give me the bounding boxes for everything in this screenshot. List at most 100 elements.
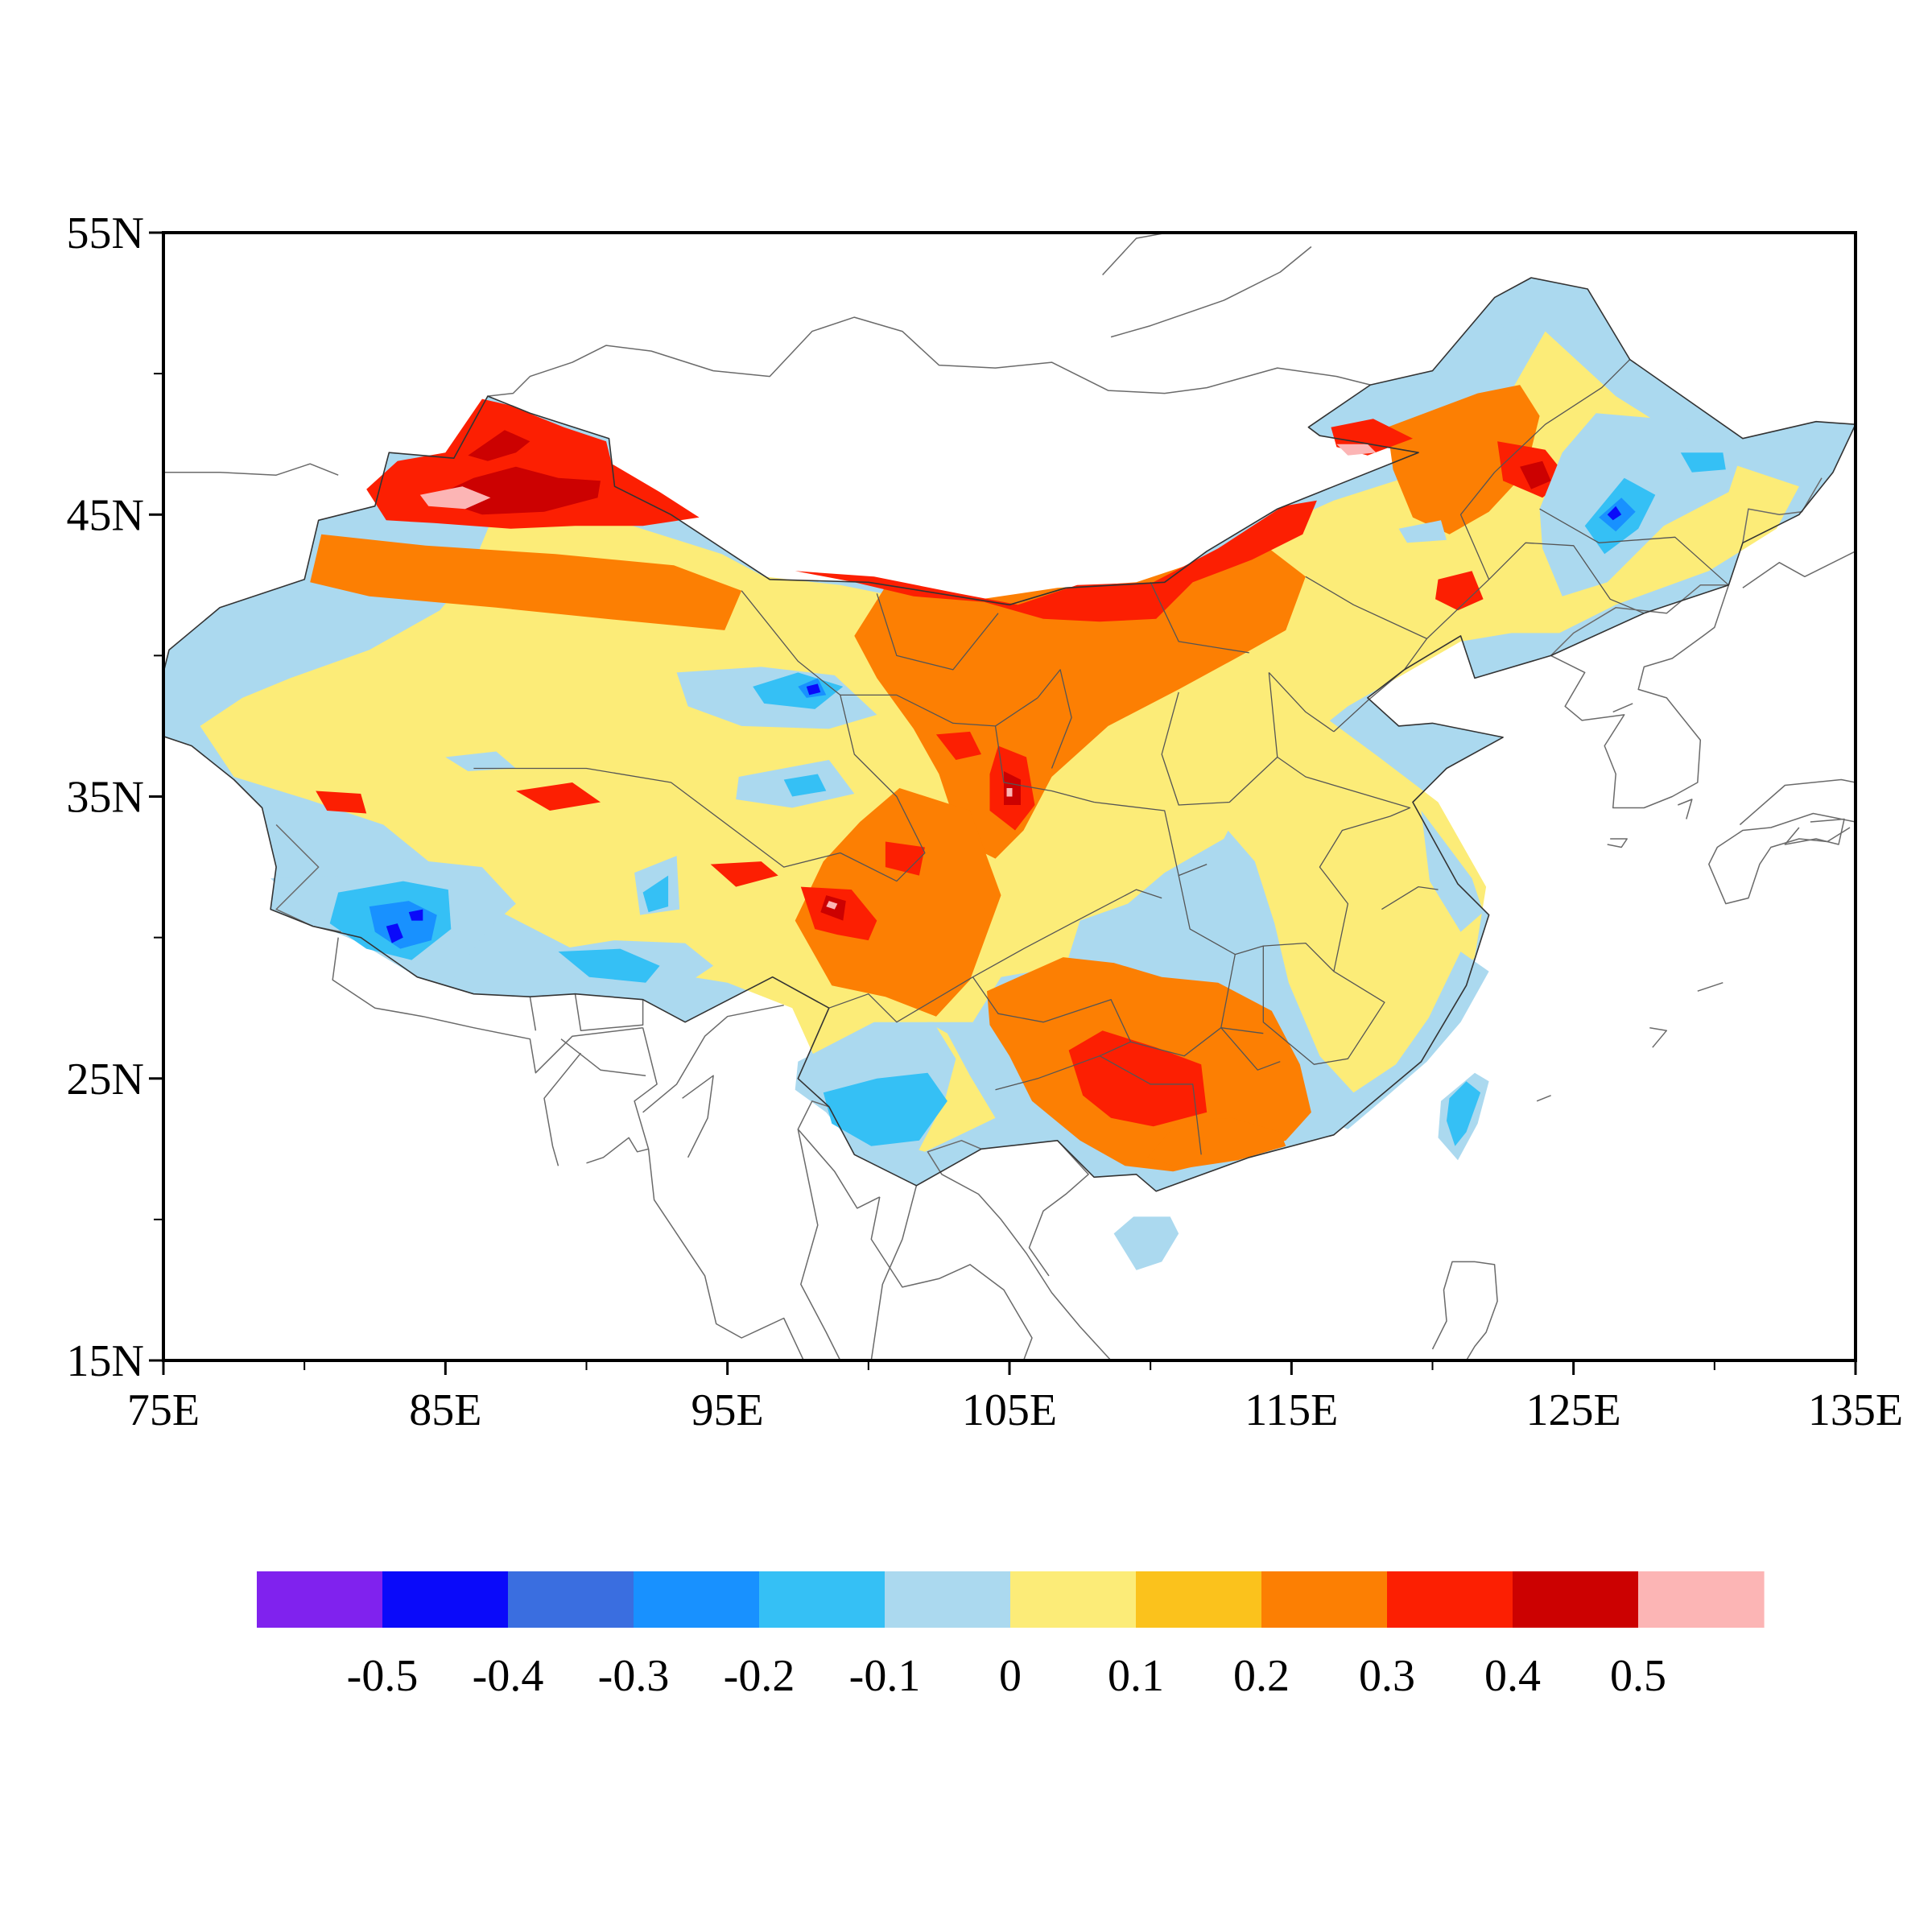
coastline-outline	[1742, 551, 1856, 588]
province-boundary	[972, 976, 1132, 1091]
colorbar-label: -0.4	[473, 1651, 544, 1701]
province-boundary	[1262, 815, 1391, 1065]
lat-tick-label: 45N	[67, 490, 144, 540]
region-mb-qinghai-2	[783, 774, 827, 797]
colorbar-swatch	[759, 1571, 886, 1628]
coastline-outline	[797, 1100, 881, 1209]
coastline-outline	[1550, 584, 1730, 809]
coastline-outline	[797, 1129, 841, 1360]
province-boundary	[994, 725, 1095, 803]
coastline-outline	[1028, 1140, 1089, 1277]
region-red-liaoning	[1435, 571, 1484, 611]
coastline-outline	[1784, 818, 1845, 845]
region-darkred-ne	[1520, 460, 1551, 489]
province-boundary	[1305, 576, 1427, 639]
region-orange-xinjiang	[310, 534, 742, 630]
lat-tick-label: 15N	[67, 1336, 144, 1386]
lon-tick-label: 125E	[1526, 1385, 1621, 1435]
region-mb-taiwan	[1447, 1081, 1481, 1146]
coastline-outline	[163, 463, 339, 476]
province-boundary	[1150, 582, 1249, 654]
region-orange-tibet-east	[795, 788, 1001, 1017]
lon-tick-label: 75E	[127, 1385, 200, 1435]
colorbar-swatch	[1513, 1571, 1639, 1628]
coastline-outline	[332, 937, 643, 1074]
colorbar-label: 0.3	[1359, 1651, 1415, 1701]
colorbar-swatch	[508, 1571, 634, 1628]
region-red-east-qinghai	[885, 841, 925, 876]
colorbar-label: -0.5	[347, 1651, 419, 1701]
province-boundary	[1161, 672, 1278, 806]
province-boundary	[1099, 1055, 1202, 1155]
region-pink-hulun	[1336, 444, 1377, 456]
coastline-outline	[543, 1052, 582, 1166]
coastline-outline	[529, 997, 537, 1031]
coastline-outline	[1649, 1026, 1668, 1048]
region-lb-coast	[1333, 952, 1489, 1129]
colorbar-label: -0.3	[598, 1651, 670, 1701]
lon-tick-label: 115E	[1245, 1385, 1338, 1435]
china-border	[163, 277, 1856, 1192]
anomaly-fill-layer	[163, 278, 1856, 1270]
coastline-outline	[642, 1004, 784, 1113]
province-boundary	[1539, 508, 1729, 586]
colorbar-label: 0	[999, 1651, 1022, 1701]
colorbar-swatch	[1638, 1571, 1765, 1628]
region-db-qaidam	[806, 683, 821, 696]
coastline-outline	[1431, 1261, 1475, 1350]
region-orange-central	[854, 548, 1306, 859]
region-db-tibet	[386, 923, 403, 943]
coastline-outline	[1102, 233, 1168, 276]
coastline-outline	[1612, 703, 1633, 713]
region-lb-spot-xj	[445, 751, 516, 771]
colorbar-label: 0.2	[1233, 1651, 1290, 1701]
region-pink-sichuan	[826, 901, 838, 910]
region-lb-spot-ne	[1500, 320, 1543, 341]
colorbar-label: 0.1	[1108, 1651, 1164, 1701]
colorbar: -0.5 -0.4 -0.3 -0.2 -0.1 0 0.1 0.2 0.3 0.4 0.5	[257, 1571, 1765, 1701]
region-db-tibet-2	[408, 909, 423, 921]
axis-ticks: 75E 85E 95E 105E 115E 125E 135E 55N 45N 35N 25N 15N	[67, 208, 1904, 1435]
region-pink-xinjiang	[419, 486, 491, 510]
coastline-outline	[1678, 799, 1693, 819]
colorbar-swatch	[634, 1571, 760, 1628]
coastline-outline	[1708, 812, 1856, 905]
coastline-outline	[1742, 477, 1823, 543]
region-red-west	[316, 791, 367, 814]
map-area	[163, 233, 1856, 1360]
province-boundary	[1178, 875, 1335, 972]
coastline-outline	[1739, 778, 1856, 826]
colorbar-swatch	[1010, 1571, 1137, 1628]
lat-tick-label: 35N	[67, 773, 144, 823]
province-boundary	[1381, 886, 1439, 910]
region-lb-jiangsu	[1421, 811, 1484, 932]
province-boundary	[1220, 954, 1281, 1071]
colorbar-label: 0.4	[1484, 1651, 1541, 1701]
lon-tick-label: 95E	[691, 1385, 764, 1435]
region-red-tibet	[710, 861, 778, 887]
colorbar-swatch	[1387, 1571, 1513, 1628]
province-boundary	[1130, 1027, 1264, 1057]
lon-tick-label: 85E	[409, 1385, 481, 1435]
coastline-outline	[574, 993, 644, 1031]
region-mb-qaidam	[753, 672, 844, 709]
colorbar-swatch	[1261, 1571, 1388, 1628]
colorbar-label: 0.5	[1610, 1651, 1666, 1701]
region-darkred-altai	[468, 430, 530, 461]
coastline-outline	[560, 1038, 646, 1076]
region-db-ne	[1607, 506, 1622, 521]
coastline-outline	[870, 1185, 918, 1360]
region-orange-ne	[1387, 385, 1540, 535]
province-boundary	[473, 695, 926, 882]
coastline-outline	[634, 1027, 804, 1360]
colorbar-swatch	[885, 1571, 1011, 1628]
province-boundary	[1459, 359, 1631, 580]
region-red-qinghai	[935, 731, 981, 760]
province-boundary	[1094, 801, 1208, 877]
region-pink-gansu	[1006, 788, 1013, 797]
coastline-outline	[1697, 981, 1724, 992]
colorbar-swatch	[382, 1571, 509, 1628]
region-mb-tibet-2	[558, 948, 660, 983]
coastline-outline	[1536, 1095, 1551, 1102]
